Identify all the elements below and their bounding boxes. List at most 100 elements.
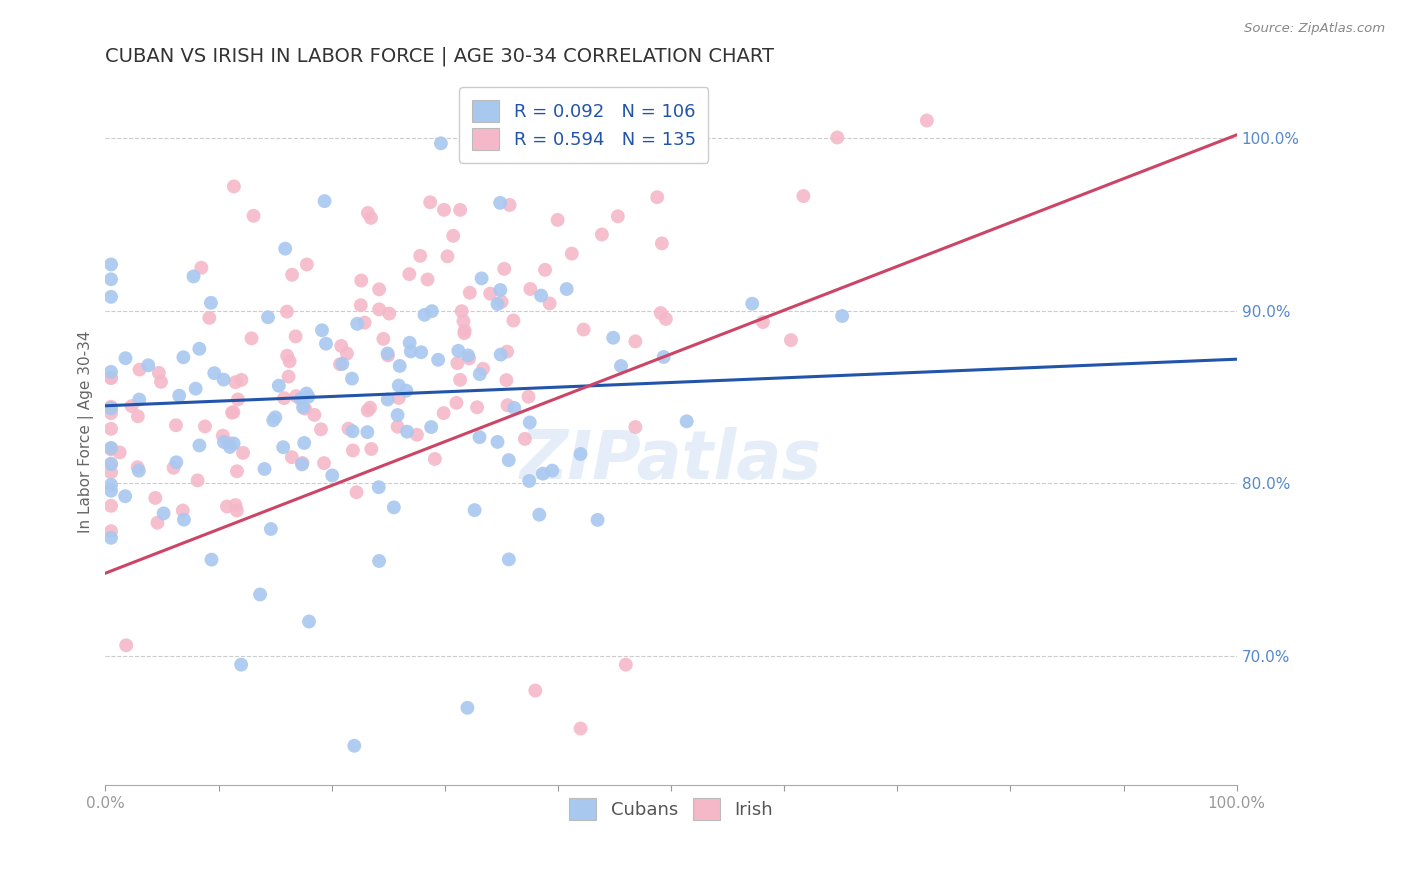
Point	[100, 406, 122, 420]
Point	[332, 357, 354, 371]
Point	[377, 346, 399, 360]
Point	[498, 552, 520, 566]
Point	[108, 445, 131, 459]
Point	[446, 396, 468, 410]
Point	[420, 420, 443, 434]
Point	[298, 615, 321, 629]
Point	[274, 242, 297, 256]
Point	[373, 332, 395, 346]
Text: ZIPatlas: ZIPatlas	[520, 427, 823, 493]
Point	[297, 390, 319, 404]
Point	[825, 130, 848, 145]
Point	[215, 500, 238, 514]
Point	[353, 316, 375, 330]
Point	[465, 401, 488, 415]
Point	[398, 335, 420, 350]
Point	[610, 359, 633, 373]
Point	[675, 414, 697, 428]
Point	[586, 513, 609, 527]
Point	[458, 285, 481, 300]
Point	[309, 422, 332, 436]
Point	[271, 440, 294, 454]
Point	[441, 228, 464, 243]
Point	[458, 351, 481, 366]
Point	[831, 309, 853, 323]
Point	[517, 390, 540, 404]
Point	[221, 406, 243, 420]
Point	[264, 410, 287, 425]
Point	[146, 516, 169, 530]
Point	[304, 408, 326, 422]
Point	[368, 302, 391, 317]
Point	[411, 345, 433, 359]
Point	[602, 331, 624, 345]
Point	[212, 373, 235, 387]
Point	[148, 366, 170, 380]
Point	[253, 462, 276, 476]
Point	[187, 474, 209, 488]
Point	[337, 422, 360, 436]
Point	[121, 399, 143, 413]
Point	[315, 336, 337, 351]
Point	[311, 323, 333, 337]
Legend: Cubans, Irish: Cubans, Irish	[561, 789, 782, 830]
Point	[741, 296, 763, 310]
Point	[277, 369, 299, 384]
Point	[100, 442, 122, 457]
Point	[359, 401, 381, 415]
Point	[188, 342, 211, 356]
Point	[114, 351, 136, 366]
Point	[257, 310, 280, 325]
Point	[100, 441, 122, 455]
Point	[457, 348, 479, 362]
Point	[226, 392, 249, 407]
Point	[450, 304, 472, 318]
Point	[262, 413, 284, 427]
Point	[100, 371, 122, 385]
Point	[356, 425, 378, 439]
Point	[531, 467, 554, 481]
Point	[100, 371, 122, 385]
Point	[350, 298, 373, 312]
Point	[321, 468, 343, 483]
Text: CUBAN VS IRISH IN LABOR FORCE | AGE 30-34 CORRELATION CHART: CUBAN VS IRISH IN LABOR FORCE | AGE 30-3…	[105, 46, 775, 66]
Point	[569, 722, 592, 736]
Point	[100, 400, 122, 414]
Point	[212, 435, 235, 450]
Point	[367, 480, 389, 494]
Point	[538, 296, 561, 310]
Point	[167, 389, 190, 403]
Point	[100, 272, 122, 286]
Point	[387, 419, 409, 434]
Point	[285, 389, 308, 403]
Point	[752, 315, 775, 329]
Point	[357, 403, 380, 417]
Point	[360, 442, 382, 456]
Point	[219, 440, 242, 454]
Point	[100, 401, 122, 416]
Point	[513, 432, 536, 446]
Point	[127, 460, 149, 475]
Point	[496, 344, 519, 359]
Point	[249, 587, 271, 601]
Point	[284, 329, 307, 343]
Point	[624, 334, 647, 349]
Point	[340, 371, 363, 385]
Point	[295, 257, 318, 271]
Point	[100, 257, 122, 271]
Point	[330, 339, 353, 353]
Point	[267, 378, 290, 392]
Point	[162, 460, 184, 475]
Point	[281, 268, 304, 282]
Point	[360, 211, 382, 225]
Point	[468, 367, 491, 381]
Point	[377, 348, 399, 362]
Point	[100, 422, 122, 436]
Point	[128, 392, 150, 407]
Point	[218, 436, 240, 450]
Point	[449, 202, 471, 217]
Point	[503, 401, 526, 415]
Point	[561, 246, 583, 260]
Point	[198, 310, 221, 325]
Point	[519, 416, 541, 430]
